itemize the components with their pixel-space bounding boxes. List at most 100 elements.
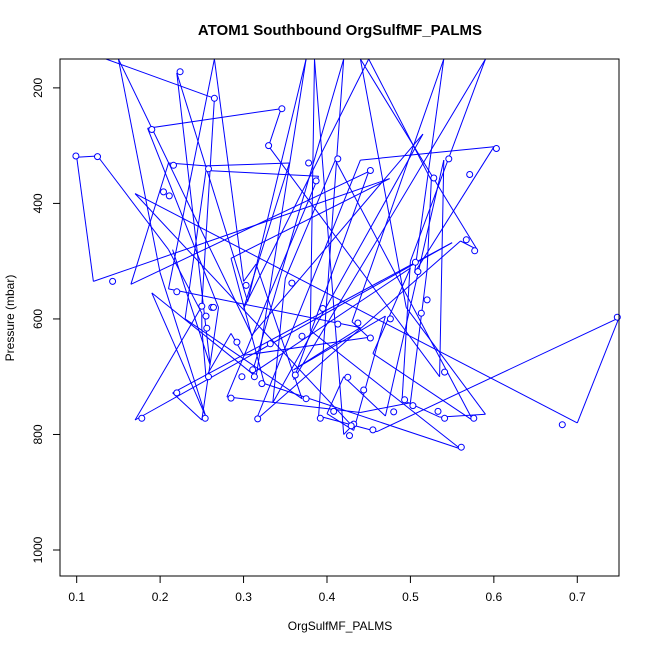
data-point [344,373,352,381]
series-line-segment [168,59,215,289]
data-point [249,366,257,374]
series-line-segment [368,59,432,181]
series-line-segment [284,159,336,279]
data-point [470,414,478,422]
data-point [390,408,398,416]
series-line-segment [401,261,411,400]
plot-lines [76,59,619,450]
data-point [201,414,209,422]
series-line-segment [343,376,386,417]
series-line-segment [318,415,378,433]
series-line-segment [130,171,369,285]
data-point [366,334,374,342]
data-point [319,305,327,312]
series-line-segment [384,159,445,417]
data-point [170,161,177,169]
series-line-segment [205,333,232,377]
data-point [445,155,453,163]
series-line-segment [426,180,432,270]
y-tick-label: 800 [31,424,45,444]
x-tick-label: 0.5 [402,590,419,604]
data-point [430,174,438,182]
data-point [411,258,419,266]
data-point [242,281,250,289]
series-line-segment [360,402,411,413]
series-line-segment [172,392,203,421]
data-point [198,302,206,310]
x-axis-label: OrgSulfMF_PALMS [288,619,392,633]
series-line-segment [243,59,370,309]
data-point [316,414,324,422]
data-point [233,338,241,346]
data-point [366,167,374,174]
series-line-segment [255,59,307,377]
data-point [173,389,181,397]
series-line-segment [251,267,411,375]
series-line-segment [117,59,161,273]
x-tick-label: 0.7 [569,590,586,604]
data-point [354,319,362,327]
data-point [441,368,449,376]
y-tick-label: 1000 [31,536,45,563]
series-line-segment [251,59,345,374]
data-point [258,380,266,388]
series-line-segment [93,178,390,282]
data-point [423,296,431,304]
data-point [291,371,299,379]
series-line-segment [372,353,474,422]
data-point [265,142,273,150]
series-line-segment [134,193,578,424]
series-line-segment [151,292,257,378]
series-line-segment [414,146,495,273]
data-point [386,315,394,323]
x-tick-label: 0.6 [486,590,503,604]
data-point [346,432,353,440]
series-line-segment [168,249,203,314]
series-line-segment [201,98,215,307]
data-point [347,422,355,430]
series-line-segment [176,72,249,302]
data-point [401,396,409,404]
chart-title: ATOM1 Southbound OrgSulfMF_PALMS [198,22,482,39]
x-tick-label: 0.2 [152,590,169,604]
series-line-segment [205,170,319,177]
data-point [414,268,422,276]
series-line-segment [353,315,386,431]
data-point [558,421,566,429]
y-axis: 200 400 600 800 1000 [31,78,61,563]
series-line-segment [172,249,211,366]
series-line-segment [268,108,282,147]
data-point [173,288,181,296]
data-point [334,155,342,163]
data-point [227,394,235,402]
series-line-segment [251,133,424,336]
data-point [409,402,417,410]
series-line-segment [405,307,486,415]
series-line-segment [293,327,361,371]
data-point [160,188,167,196]
data-point [238,373,246,381]
data-point [94,153,101,161]
data-point [492,145,500,152]
series-line-segment [351,59,445,322]
series-line-segment [309,330,461,450]
series-line-segment [97,155,169,250]
series-line-segment [409,269,428,403]
data-point [165,192,173,200]
x-tick-label: 0.3 [235,590,252,604]
series-line-segment [372,267,411,354]
series-line-segment [230,258,265,384]
data-point [360,386,368,394]
x-axis: 0.1 0.2 0.3 0.4 0.5 0.6 0.7 [68,575,586,604]
data-point [254,415,262,423]
y-tick-label: 400 [31,193,45,213]
y-tick-label: 200 [31,78,45,98]
series-line-segment [255,240,461,421]
data-point [266,340,274,348]
series-line-segment [147,108,282,129]
series-line-segment [117,59,253,336]
data-point [210,303,217,311]
series-line-segment [151,292,207,418]
data-point [205,373,212,381]
